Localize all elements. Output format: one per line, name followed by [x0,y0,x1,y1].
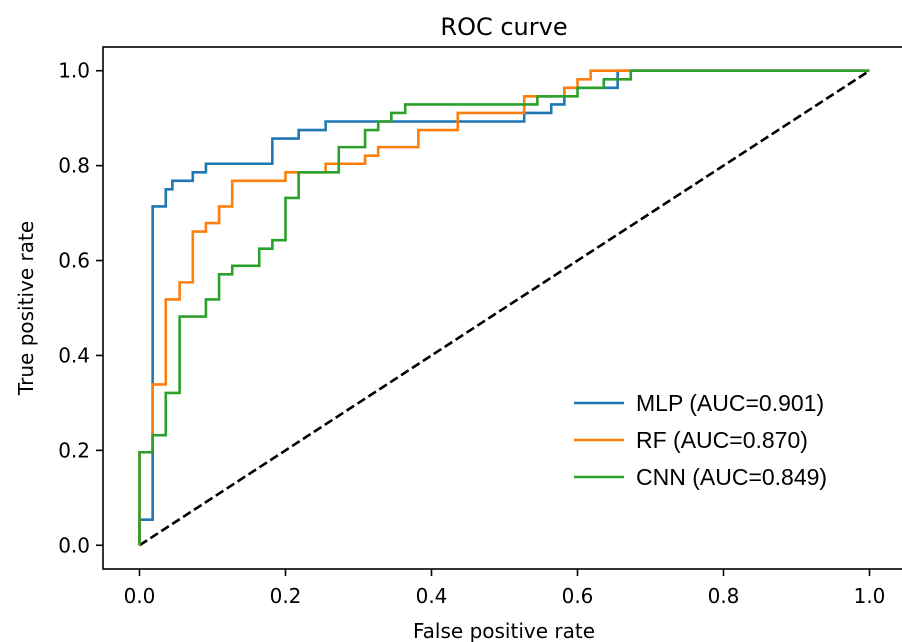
x-axis-label: False positive rate [413,619,595,642]
x-tick-label: 0.2 [270,584,302,608]
legend-label: MLP (AUC=0.901) [636,390,824,416]
y-axis: 0.0 0.2 0.4 0.6 0.8 1.0 [58,59,103,557]
y-tick-label: 0.8 [58,154,90,178]
y-axis-label: True positive rate [14,221,38,396]
y-tick-label: 0.6 [58,249,90,273]
plot-frame [102,46,902,570]
series-line-chance-diagonal [138,69,871,547]
legend: MLP (AUC=0.901) RF (AUC=0.870) CNN (AUC=0.… [574,390,827,490]
x-tick-label: 0.6 [562,584,594,608]
legend-label: CNN (AUC=0.849) [636,464,827,490]
series-line-cnn [138,69,870,546]
x-tick-label: 0.4 [416,584,448,608]
y-tick-label: 0.4 [58,343,90,367]
y-tick-label: 0.0 [58,533,90,557]
x-axis: 0.0 0.2 0.4 0.6 0.8 1.0 [124,569,886,608]
series-line-mlp [138,69,870,546]
y-tick-label: 1.0 [58,59,90,83]
legend-label: RF (AUC=0.870) [636,427,808,453]
x-tick-label: 0.0 [124,584,156,608]
y-tick-label: 0.2 [58,438,90,462]
x-tick-label: 0.8 [708,584,740,608]
plot-lines [138,69,871,547]
x-tick-label: 1.0 [854,584,886,608]
chart-title: ROC curve [440,13,567,41]
